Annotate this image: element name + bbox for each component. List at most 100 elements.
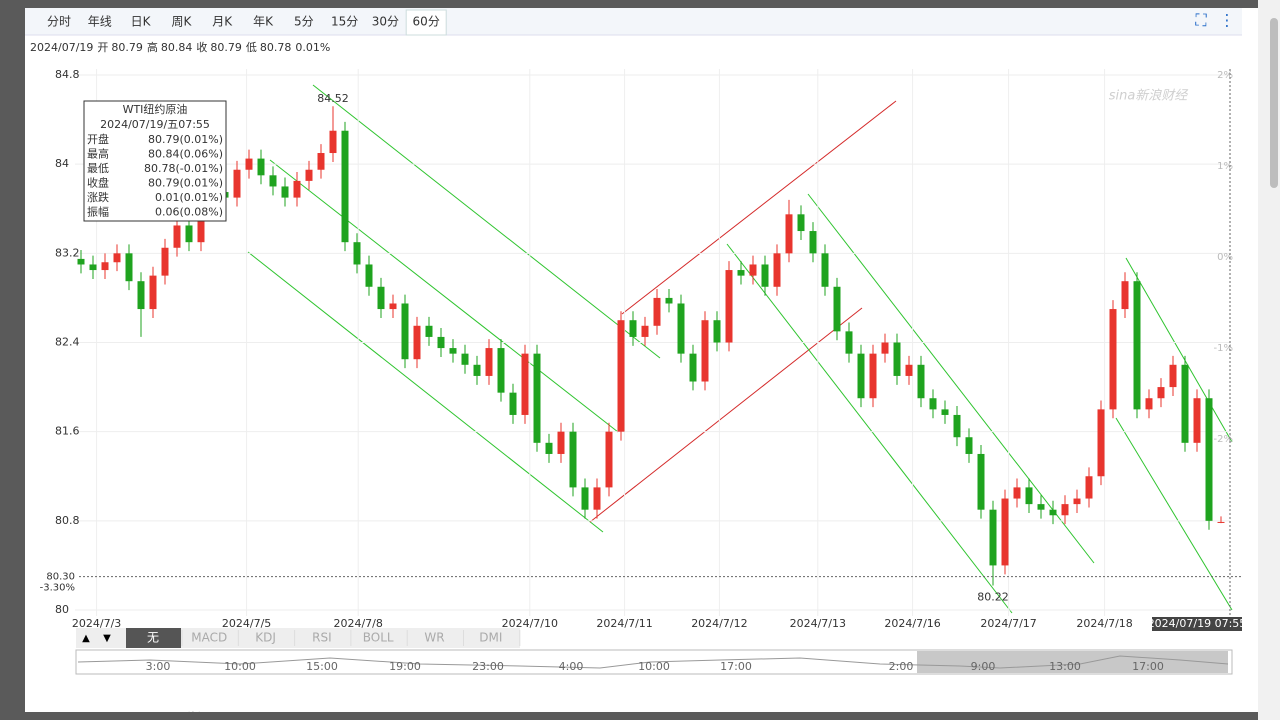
candle-body xyxy=(461,353,469,365)
candle-body xyxy=(629,320,637,337)
candle-body xyxy=(965,437,973,454)
candle-body xyxy=(389,303,397,310)
candle-body xyxy=(917,364,925,399)
navigator-label: 2:00 xyxy=(889,660,914,673)
navigator-label: 19:00 xyxy=(389,660,421,673)
y2-tick-label: -1% xyxy=(1214,343,1233,354)
tab[interactable]: 周K xyxy=(171,15,192,29)
menu-icon[interactable]: ⋮ xyxy=(1219,11,1235,30)
candle-body xyxy=(257,158,265,176)
tooltip-value: 80.79(0.01%) xyxy=(148,177,223,190)
indicator-tab[interactable]: 无 xyxy=(147,631,159,645)
min-label: 80.22 xyxy=(977,590,1009,603)
crosshair-time: 2024/07/19 07:55 xyxy=(1148,617,1247,630)
candle-body xyxy=(593,487,601,510)
tab[interactable]: 分时 xyxy=(47,15,71,29)
candle-body xyxy=(185,225,193,243)
candle-body xyxy=(197,208,205,243)
candle-body xyxy=(401,303,409,360)
candle-body xyxy=(89,264,97,271)
candle-body xyxy=(761,264,769,287)
candle-body xyxy=(329,130,337,154)
navigator-label: 17:00 xyxy=(1132,660,1164,673)
candle-body xyxy=(533,353,541,443)
candle-body xyxy=(1205,398,1213,521)
indicator-tab[interactable]: WR xyxy=(424,631,444,645)
arrow[interactable]: ▲ xyxy=(82,633,90,644)
navigator-label: 10:00 xyxy=(638,660,670,673)
trendline xyxy=(589,307,863,523)
candle-body xyxy=(845,331,853,354)
candle-body xyxy=(269,175,277,187)
indicator-tab[interactable]: KDJ xyxy=(255,631,276,645)
candle-body xyxy=(77,258,85,265)
navigator-label: 13:00 xyxy=(1049,660,1081,673)
indicator-tab[interactable]: RSI xyxy=(312,631,332,645)
candle-body xyxy=(929,398,937,410)
info-value: 80.79 xyxy=(210,41,242,54)
indicator-tab[interactable]: BOLL xyxy=(363,631,394,645)
candle-body xyxy=(953,414,961,438)
candle-body xyxy=(473,364,481,376)
indicator-tab[interactable]: DMI xyxy=(479,631,502,645)
tab[interactable]: 60分 xyxy=(413,15,440,29)
candle-body xyxy=(821,253,829,287)
candle-body xyxy=(305,169,313,181)
navigator-label: 9:00 xyxy=(971,660,996,673)
candle-body xyxy=(377,286,385,310)
tab[interactable]: 年K xyxy=(253,15,274,29)
candle-body xyxy=(521,353,529,415)
candle-body xyxy=(557,431,565,454)
watermark: sina新浪财经 xyxy=(1109,88,1190,104)
candle-body xyxy=(545,442,553,454)
fullscreen-icon[interactable]: ⛶ xyxy=(1195,11,1207,30)
candle-body xyxy=(797,214,805,232)
x-tick-label: 2024/7/5 xyxy=(222,617,271,630)
candle-body xyxy=(1097,409,1105,477)
tooltip-label: 振幅 xyxy=(87,205,109,219)
tab[interactable]: 30分 xyxy=(372,15,399,29)
arrow[interactable]: ▼ xyxy=(103,633,111,644)
candle-body xyxy=(773,253,781,287)
trendline xyxy=(1115,417,1233,611)
y2-tick-label: 0% xyxy=(1217,252,1233,263)
candle-body xyxy=(1121,281,1129,310)
tab[interactable]: 年线 xyxy=(88,15,112,29)
scroll-thumb[interactable] xyxy=(1270,18,1278,188)
y-tick-label: 80.8 xyxy=(55,514,80,527)
tooltip-label: 最高 xyxy=(87,147,109,161)
candle-body xyxy=(893,342,901,376)
trendline xyxy=(312,84,661,359)
tab[interactable]: 5分 xyxy=(294,15,314,29)
candle-body xyxy=(1073,498,1081,505)
crosshair-change: -3.30% xyxy=(40,583,75,594)
navigator-label: 15:00 xyxy=(306,660,338,673)
candle-body xyxy=(785,214,793,254)
trendline xyxy=(247,251,604,533)
candle-body xyxy=(1157,387,1165,399)
info-label: 收 xyxy=(196,40,207,54)
candle-body xyxy=(881,342,889,354)
candle-body xyxy=(497,348,505,393)
bottom-frame xyxy=(0,712,1258,720)
tooltip-time: 2024/07/19/五07:55 xyxy=(100,118,210,131)
tab[interactable]: 15分 xyxy=(331,15,358,29)
info-label: 高 xyxy=(147,40,158,54)
x-tick-label: 2024/7/8 xyxy=(333,617,382,630)
indicator-tab[interactable]: MACD xyxy=(191,631,227,645)
candle-body xyxy=(833,286,841,332)
candle-body xyxy=(977,453,985,510)
candle-body xyxy=(569,431,577,488)
indicator-selected xyxy=(126,628,181,648)
crosshair-time-box xyxy=(1152,617,1242,631)
info-date: 2024/07/19 xyxy=(30,41,93,54)
tooltip-value: 0.01(0.01%) xyxy=(155,191,223,204)
candle-body xyxy=(233,169,241,198)
y-tick-label: 81.6 xyxy=(55,425,80,438)
candle-body xyxy=(665,297,673,304)
y2-tick-label: -2% xyxy=(1214,434,1233,445)
info-change: 0.01% xyxy=(295,41,330,54)
tab[interactable]: 日K xyxy=(131,15,152,29)
tab[interactable]: 月K xyxy=(212,15,233,29)
